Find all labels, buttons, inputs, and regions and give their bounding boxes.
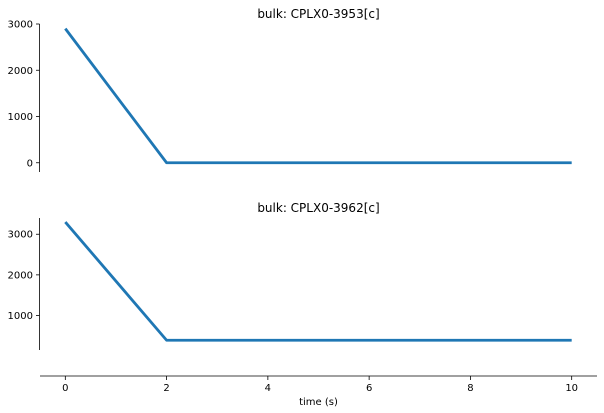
x-tick-label: 6 (366, 383, 372, 394)
series-line (64, 27, 572, 165)
y-ticks-top: 0 1000 2000 3000 (8, 20, 40, 169)
x-ticks: 0 2 4 6 8 10 (62, 376, 578, 394)
y-ticks-bottom: 1000 2000 3000 (8, 230, 40, 322)
plot-area-top (64, 27, 572, 165)
panel-bottom: bulk: CPLX0-3962[c] 1000 2000 3000 0 2 4 6 8 10… (8, 201, 597, 408)
x-tick-label: 4 (265, 383, 271, 394)
plot-area-bottom (64, 221, 572, 342)
y-tick-label: 1000 (8, 311, 33, 322)
y-tick-label: 1000 (8, 112, 33, 123)
y-tick-label: 2000 (8, 66, 33, 77)
chart-title-top: bulk: CPLX0-3953[c] (257, 7, 379, 21)
x-axis-label: time (s) (299, 397, 338, 408)
y-tick-label: 0 (27, 158, 33, 169)
series-line (64, 221, 572, 342)
x-tick-label: 2 (163, 383, 169, 394)
panel-top: bulk: CPLX0-3953[c] 0 1000 2000 3000 (8, 7, 572, 172)
x-tick-label: 8 (467, 383, 473, 394)
x-tick-label: 10 (565, 383, 578, 394)
y-tick-label: 3000 (8, 20, 33, 31)
y-tick-label: 2000 (8, 270, 33, 281)
y-tick-label: 3000 (8, 230, 33, 241)
x-tick-label: 0 (62, 383, 68, 394)
chart-title-bottom: bulk: CPLX0-3962[c] (257, 201, 379, 215)
